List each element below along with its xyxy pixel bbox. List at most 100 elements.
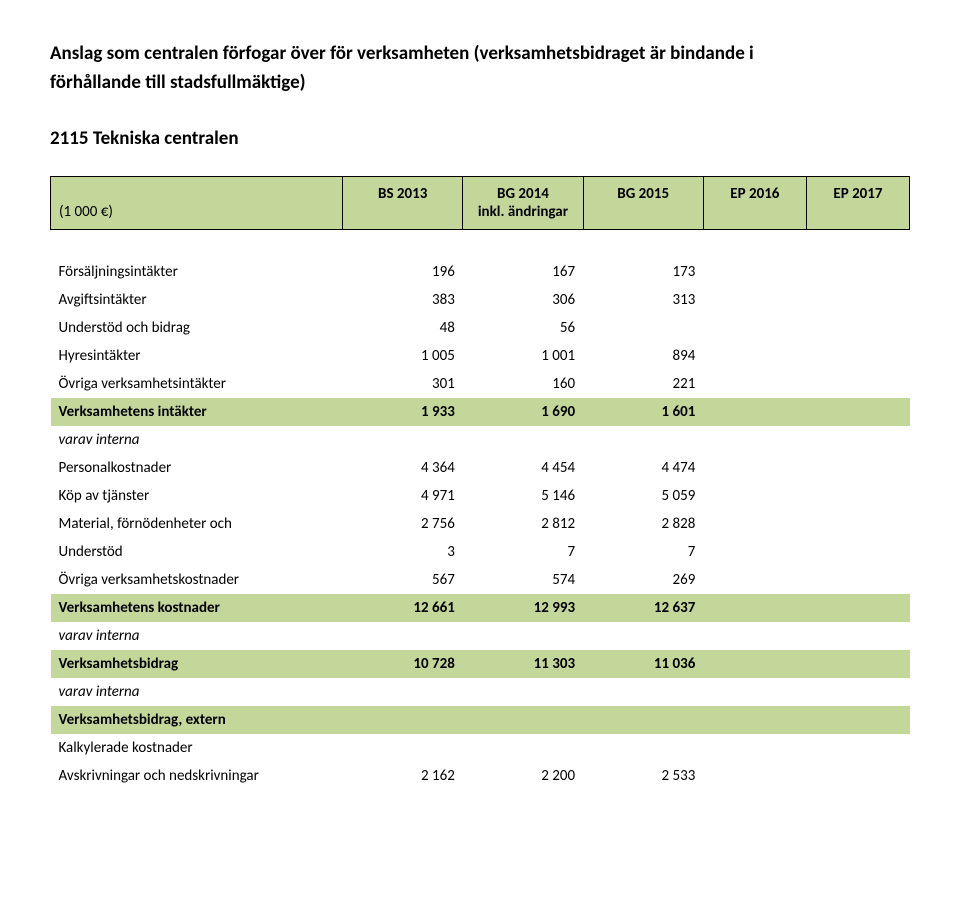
- header-col-4: EP 2016: [703, 177, 806, 230]
- row-label: Övriga verksamhetsintäkter: [51, 370, 343, 398]
- row-label: Verksamhetsbidrag, extern: [51, 706, 343, 734]
- budget-table: (1 000 €) BS 2013 BG 2014 inkl. ändringa…: [50, 176, 910, 790]
- row-value: [703, 342, 806, 370]
- row-label: Avgiftsintäkter: [51, 286, 343, 314]
- row-value: [806, 258, 909, 286]
- row-value: [806, 286, 909, 314]
- row-value: [343, 426, 463, 454]
- row-value: [806, 482, 909, 510]
- row-value: [703, 538, 806, 566]
- row-value: [463, 678, 583, 706]
- header-col-3: BG 2015: [583, 177, 703, 230]
- row-value: [806, 622, 909, 650]
- row-value: 2 812: [463, 510, 583, 538]
- row-value: [806, 706, 909, 734]
- row-label: Verksamhetens kostnader: [51, 594, 343, 622]
- row-value: 11 303: [463, 650, 583, 678]
- row-value: [703, 622, 806, 650]
- table-row: Försäljningsintäkter196167173: [51, 258, 910, 286]
- row-value: 1 933: [343, 398, 463, 426]
- row-value: [463, 706, 583, 734]
- row-value: 7: [583, 538, 703, 566]
- row-value: [343, 678, 463, 706]
- row-value: 4 454: [463, 454, 583, 482]
- table-row: Verksamhetens intäkter1 9331 6901 601: [51, 398, 910, 426]
- header-col-1: BS 2013: [343, 177, 463, 230]
- row-value: 12 637: [583, 594, 703, 622]
- row-value: [703, 594, 806, 622]
- row-value: 196: [343, 258, 463, 286]
- row-value: [806, 454, 909, 482]
- table-body: Försäljningsintäkter196167173Avgiftsintä…: [51, 230, 910, 791]
- header-col-5: EP 2017: [806, 177, 909, 230]
- row-value: 574: [463, 566, 583, 594]
- row-label: Hyresintäkter: [51, 342, 343, 370]
- row-value: 5 146: [463, 482, 583, 510]
- row-value: [806, 678, 909, 706]
- row-value: 48: [343, 314, 463, 342]
- row-value: [583, 734, 703, 762]
- row-value: [703, 734, 806, 762]
- header-col-2-note: inkl. ändringar: [478, 203, 568, 221]
- row-value: [806, 370, 909, 398]
- row-value: [703, 258, 806, 286]
- row-value: [703, 510, 806, 538]
- table-header-row: (1 000 €) BS 2013 BG 2014 inkl. ändringa…: [51, 177, 910, 230]
- row-value: [806, 566, 909, 594]
- row-value: [583, 678, 703, 706]
- table-row: Verksamhetsbidrag10 72811 30311 036: [51, 650, 910, 678]
- row-value: 2 533: [583, 762, 703, 790]
- row-value: [703, 706, 806, 734]
- row-value: 313: [583, 286, 703, 314]
- row-value: [806, 510, 909, 538]
- row-value: [343, 734, 463, 762]
- row-value: [806, 538, 909, 566]
- header-unit: (1 000 €): [51, 177, 343, 230]
- row-value: 383: [343, 286, 463, 314]
- row-value: 12 993: [463, 594, 583, 622]
- row-label: Verksamhetens intäkter: [51, 398, 343, 426]
- row-value: 3: [343, 538, 463, 566]
- row-value: [703, 482, 806, 510]
- row-value: [703, 286, 806, 314]
- row-label: Kalkylerade kostnader: [51, 734, 343, 762]
- row-label: Material, förnödenheter och: [51, 510, 343, 538]
- row-value: [703, 426, 806, 454]
- row-value: [343, 622, 463, 650]
- title-line-1: Anslag som centralen förfogar över för v…: [50, 42, 754, 65]
- row-value: 12 661: [343, 594, 463, 622]
- table-row: Avgiftsintäkter383306313: [51, 286, 910, 314]
- row-value: 2 828: [583, 510, 703, 538]
- row-value: [806, 342, 909, 370]
- row-label: Understöd: [51, 538, 343, 566]
- table-row: Understöd och bidrag4856: [51, 314, 910, 342]
- table-row: Understöd377: [51, 538, 910, 566]
- row-value: 173: [583, 258, 703, 286]
- row-value: [806, 734, 909, 762]
- row-label: varav interna: [51, 622, 343, 650]
- table-row: Övriga verksamhetskostnader567574269: [51, 566, 910, 594]
- table-row: Övriga verksamhetsintäkter301160221: [51, 370, 910, 398]
- table-row: varav interna: [51, 622, 910, 650]
- row-label: Understöd och bidrag: [51, 314, 343, 342]
- row-label: Övriga verksamhetskostnader: [51, 566, 343, 594]
- row-value: 4 474: [583, 454, 703, 482]
- row-value: 56: [463, 314, 583, 342]
- row-value: [806, 314, 909, 342]
- row-value: [703, 370, 806, 398]
- table-row: varav interna: [51, 678, 910, 706]
- table-row: Verksamhetens kostnader12 66112 99312 63…: [51, 594, 910, 622]
- row-value: [463, 426, 583, 454]
- row-value: 10 728: [343, 650, 463, 678]
- header-col-2-label: BG 2014: [497, 185, 549, 203]
- title-line-2: förhållande till stadsfullmäktige): [50, 71, 306, 94]
- row-value: 7: [463, 538, 583, 566]
- row-label: Köp av tjänster: [51, 482, 343, 510]
- row-value: [583, 314, 703, 342]
- row-value: 567: [343, 566, 463, 594]
- table-row: varav interna: [51, 426, 910, 454]
- row-value: [703, 566, 806, 594]
- row-value: 160: [463, 370, 583, 398]
- subheading: 2115 Tekniska centralen: [50, 127, 910, 150]
- row-value: [703, 762, 806, 790]
